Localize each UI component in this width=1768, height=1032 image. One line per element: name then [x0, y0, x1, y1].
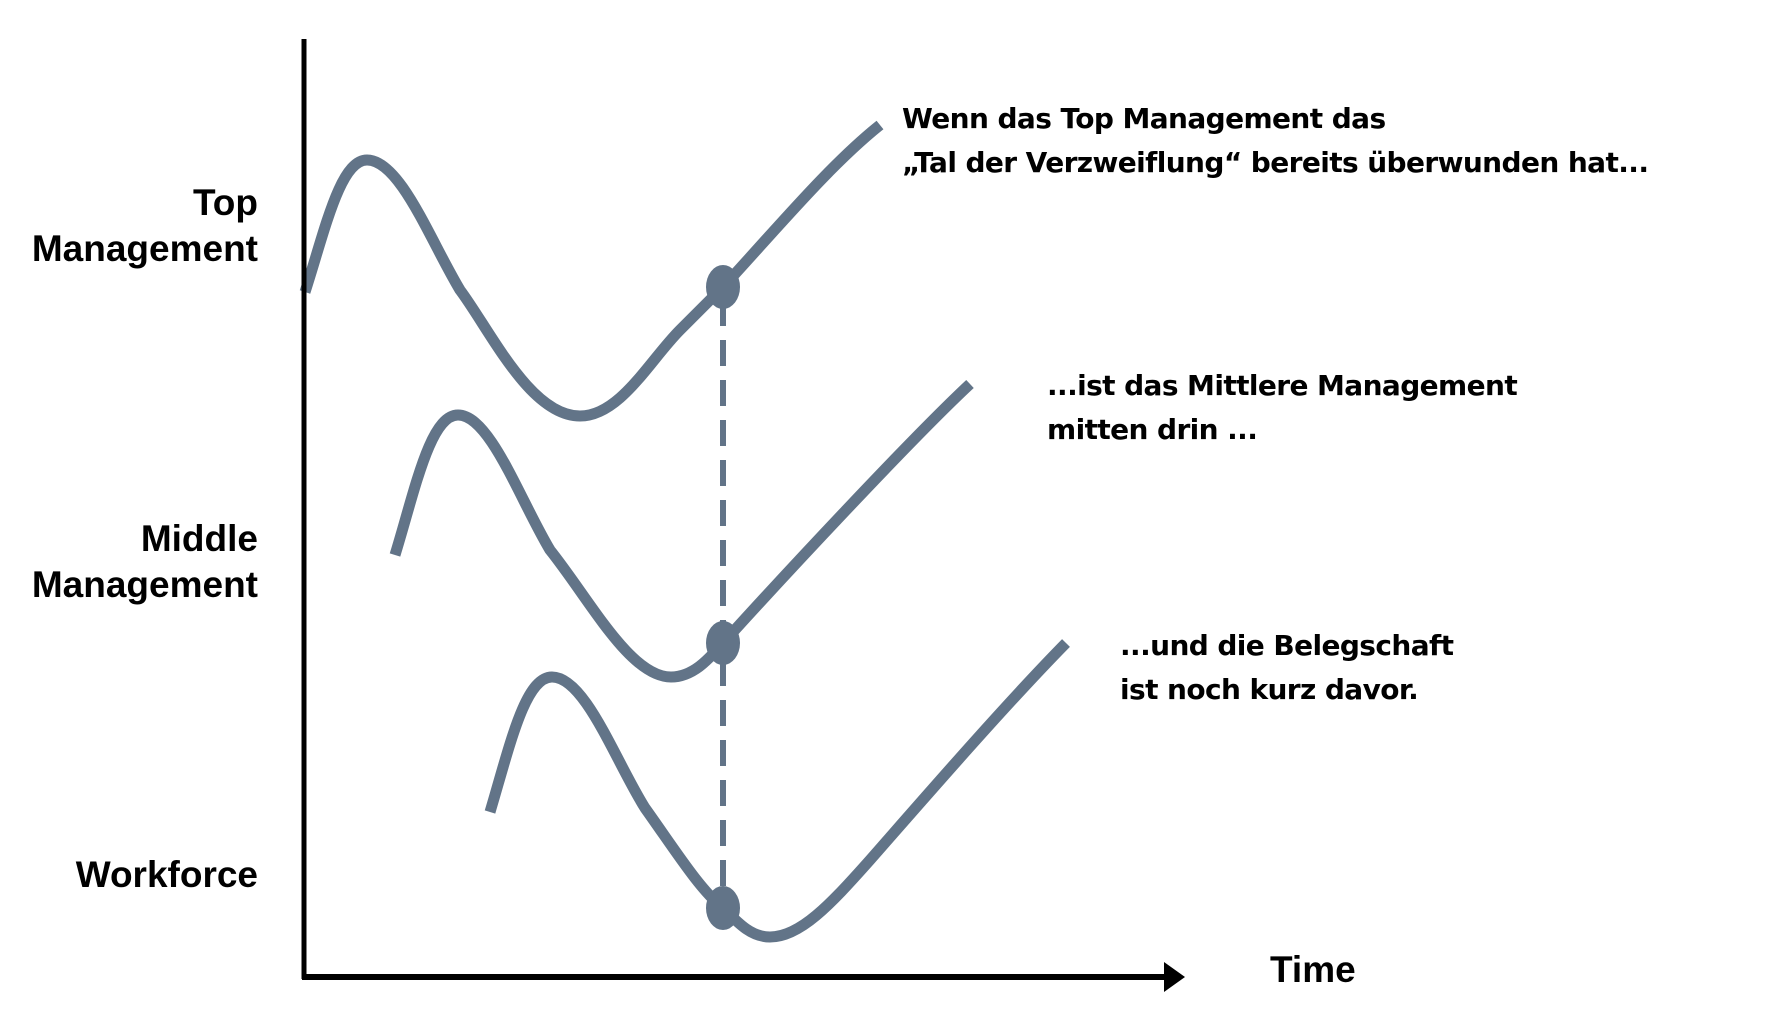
annotation-line: ...ist das Mittlere Management [1047, 369, 1518, 402]
workforce-curve [484, 639, 1070, 943]
x-axis-arrow-icon [1164, 962, 1185, 992]
x-axis-label: Time [1270, 949, 1356, 990]
y-label-workforce: Workforce [76, 852, 258, 898]
annotation-top-management: Wenn das Top Management das „Tal der Ver… [902, 97, 1649, 185]
annotation-line: ist noch kurz davor. [1120, 673, 1419, 706]
y-label-line: Management [31, 564, 258, 605]
middle-management-curve [389, 379, 974, 683]
top-management-curve [299, 120, 884, 422]
y-label-middle-management: Middle Management [32, 516, 258, 608]
annotation-line: ...und die Belegschaft [1120, 629, 1454, 662]
y-label-line: Top [192, 182, 258, 223]
middle-management-marker-dot [706, 621, 740, 665]
top-management-marker-dot [706, 265, 740, 309]
y-label-line: Management [31, 228, 258, 269]
y-label-line: Middle [140, 518, 258, 559]
annotation-line: „Tal der Verzweiflung“ bereits überwunde… [902, 146, 1649, 179]
annotation-line: mitten drin ... [1047, 413, 1258, 446]
y-label-line: Workforce [75, 854, 258, 895]
annotation-line: Wenn das Top Management das [902, 102, 1386, 135]
workforce-marker-dot [706, 886, 740, 930]
annotation-middle-management: ...ist das Mittlere Management mitten dr… [1047, 364, 1518, 452]
annotation-workforce: ...und die Belegschaft ist noch kurz dav… [1120, 624, 1454, 712]
y-label-top-management: Top Management [32, 180, 258, 272]
